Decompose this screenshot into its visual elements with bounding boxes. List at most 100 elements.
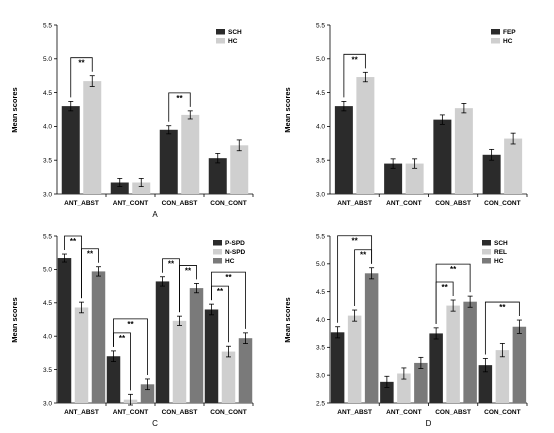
bar-rel-con_abst <box>446 305 460 403</box>
y-tick-label: 4.5 <box>43 90 52 97</box>
significance-label: ** <box>450 265 457 274</box>
bar-hc-con_cont <box>238 338 253 403</box>
y-axis-title: Mean scores <box>10 87 19 132</box>
bar-hc-ant_cont <box>414 362 428 403</box>
bar-hc-con_abst <box>181 114 200 194</box>
significance-label: ** <box>119 334 126 343</box>
bar-n-spd-con_abst <box>172 320 187 403</box>
panel-letter: A <box>152 210 158 219</box>
bar-p-spd-ant_abst <box>57 258 72 403</box>
legend-label: N-SPD <box>225 249 246 256</box>
significance-label: ** <box>87 250 94 259</box>
legend-label: FEP <box>503 29 516 36</box>
bar-sch-ant_abst <box>330 332 345 403</box>
legend-label: P-SPD <box>225 240 245 247</box>
legend-swatch-rel <box>482 249 491 255</box>
y-tick-label: 5.0 <box>316 261 325 268</box>
legend-swatch-p-spd <box>213 240 222 246</box>
y-tick-label: 5.0 <box>43 267 52 274</box>
significance-bracket <box>81 248 99 299</box>
significance-bracket <box>435 263 471 324</box>
bar-sch-ant_cont <box>380 381 394 403</box>
y-tick-label: 5.5 <box>43 22 52 29</box>
bar-hc-con_cont <box>512 326 527 403</box>
chart-panel-2: 3.0 3.5 4.0 4.5 5.0 5.5 Mean scores ANT_ABST ANT… <box>283 22 528 207</box>
y-tick-label: 4.5 <box>43 300 52 307</box>
chart-panel-1: 3.0 3.5 4.0 4.5 5.0 5.5 Mean scores ANT_ABST ANT… <box>10 22 254 219</box>
bar-fep-con_abst <box>433 119 452 194</box>
bar-hc-ant_abst <box>83 81 102 194</box>
significance-bracket <box>113 318 148 375</box>
category-label: CON_ABST <box>162 200 198 207</box>
bar-hc-ant_cont <box>405 163 424 194</box>
legend-label: SCH <box>228 29 242 36</box>
chart-panel-3: 3.0 3.5 4.0 4.5 5.0 5.5 Mean scores ANT_ABST ANT… <box>10 233 254 428</box>
significance-label: ** <box>352 237 359 246</box>
legend-swatch-n-spd <box>213 249 222 255</box>
bar-sch-con_abst <box>159 129 178 194</box>
y-tick-label: 5.0 <box>43 56 52 63</box>
y-tick-label: 4.0 <box>316 124 325 131</box>
significance-label: ** <box>217 287 224 296</box>
y-tick-label: 5.0 <box>316 56 325 63</box>
significance-bracket <box>168 92 191 122</box>
category-label: ANT_ABST <box>337 409 372 416</box>
y-axis-title: Mean scores <box>283 297 292 342</box>
bar-hc-con_abst <box>454 108 473 194</box>
legend-label: REL <box>494 249 507 256</box>
y-axis-title: Mean scores <box>283 87 292 132</box>
significance-label: ** <box>70 237 77 246</box>
significance-label: ** <box>168 260 175 269</box>
bar-hc-ant_cont <box>140 384 155 403</box>
bar-sch-ant_cont <box>110 182 129 194</box>
y-axis-title: Mean scores <box>10 297 19 342</box>
category-label: CON_CONT <box>210 409 247 416</box>
y-tick-label: 4.0 <box>316 317 325 324</box>
bar-hc-ant_abst <box>91 271 106 403</box>
y-tick-label: 3.0 <box>43 191 52 198</box>
legend-label: HC <box>225 258 235 265</box>
category-label: CON_CONT <box>484 200 521 207</box>
y-tick-label: 3.0 <box>316 191 325 198</box>
bar-hc-con_cont <box>230 145 249 194</box>
significance-label: ** <box>176 94 183 103</box>
significance-bracket <box>343 53 366 98</box>
legend-swatch-sch <box>216 29 225 35</box>
legend-label: HC <box>503 38 513 45</box>
bar-fep-con_cont <box>482 154 501 194</box>
bar-sch-con_cont <box>208 158 227 194</box>
bar-fep-ant_cont <box>384 163 403 194</box>
significance-label: ** <box>225 273 232 282</box>
category-label: ANT_ABST <box>337 200 372 207</box>
category-label: CON_CONT <box>484 409 521 416</box>
panel-letter: C <box>152 419 158 428</box>
bar-fep-ant_abst <box>334 106 353 194</box>
bar-n-spd-ant_abst <box>74 307 89 403</box>
y-tick-label: 5.5 <box>316 233 325 240</box>
legend-swatch-hc <box>213 258 222 264</box>
legend-swatch-hc <box>491 38 500 44</box>
significance-bracket <box>211 271 246 329</box>
bar-p-spd-con_abst <box>155 281 170 403</box>
legend-swatch-fep <box>491 29 500 35</box>
significance-label: ** <box>78 59 85 68</box>
y-tick-label: 3.0 <box>316 372 325 379</box>
category-label: ANT_ABST <box>64 409 99 416</box>
y-tick-label: 5.5 <box>316 22 325 29</box>
category-label: CON_ABST <box>162 409 198 416</box>
y-tick-label: 4.0 <box>43 334 52 341</box>
significance-label: ** <box>499 303 506 312</box>
y-tick-label: 3.5 <box>316 158 325 165</box>
bar-sch-ant_abst <box>61 106 80 194</box>
y-tick-label: 4.0 <box>43 124 52 131</box>
bar-hc-ant_abst <box>364 273 379 403</box>
significance-label: ** <box>360 251 367 260</box>
chart-panel-4: 2.5 3.0 3.5 4.0 4.5 5.0 5.5 Mean scores ANT_ABST… <box>283 233 528 428</box>
category-label: CON_ABST <box>435 200 471 207</box>
y-tick-label: 3.0 <box>43 400 52 407</box>
y-tick-label: 2.5 <box>316 400 325 407</box>
category-label: ANT_CONT <box>113 200 148 207</box>
bar-rel-ant_abst <box>347 315 362 403</box>
bar-sch-con_abst <box>429 333 443 403</box>
